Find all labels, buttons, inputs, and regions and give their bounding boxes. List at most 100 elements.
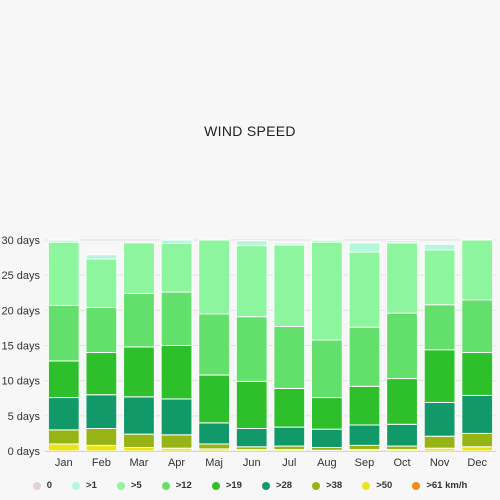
bar-segment-maj-5[interactable] (198, 239, 231, 315)
legend-label: >19 (225, 480, 242, 491)
legend-label: 0 (46, 480, 53, 491)
bar-segment-maj-28[interactable] (198, 422, 231, 445)
x-tick-label: Oct (393, 457, 410, 469)
legend-item[interactable]: >61 km/h (412, 480, 467, 491)
y-tick-label: 30 days (1, 235, 40, 247)
bar-segment-jul-19[interactable] (273, 387, 306, 428)
bar-segment-nov-19[interactable] (423, 349, 456, 403)
bar-segment-maj-12[interactable] (198, 313, 231, 376)
bar-segment-feb-5[interactable] (85, 258, 118, 309)
bar-segment-oct-19[interactable] (386, 378, 418, 425)
legend-swatch (362, 481, 371, 490)
bar-segment-jan-28[interactable] (47, 397, 80, 431)
bar-segment-oct-38[interactable] (386, 445, 418, 451)
bar-segment-dec-5[interactable] (461, 239, 494, 301)
bar-segment-maj-38[interactable] (198, 443, 231, 450)
x-tick-label: Nov (430, 457, 450, 469)
bar-segment-apr-5[interactable] (160, 243, 193, 293)
bar-segment-dec-38[interactable] (461, 432, 494, 448)
bar-segment-jan-12[interactable] (47, 304, 80, 362)
bar-segment-jul-5[interactable] (273, 244, 306, 328)
bar-segment-aug-19[interactable] (310, 397, 343, 430)
bar-segment-dec-19[interactable] (461, 352, 494, 396)
bar-segment-feb-19[interactable] (85, 352, 118, 396)
legend-item[interactable]: >5 (116, 480, 142, 491)
bar-segment-jun-12[interactable] (235, 316, 268, 382)
legend-item[interactable]: >12 (161, 480, 192, 491)
y-tick-label: 25 days (1, 270, 40, 282)
bar-segment-mar-12[interactable] (123, 292, 155, 348)
bar-segment-jun-28[interactable] (235, 427, 268, 448)
bar-segment-nov-38[interactable] (423, 435, 456, 449)
bar-segment-jan-1[interactable] (47, 239, 80, 243)
bar-segment-apr-38[interactable] (160, 434, 193, 449)
bar-segment-oct-1[interactable] (386, 240, 418, 244)
bar-segment-dec-12[interactable] (461, 299, 494, 354)
bar-segment-mar-38[interactable] (123, 433, 155, 448)
bar-segment-aug-12[interactable] (310, 339, 343, 399)
bar-segment-sep-38[interactable] (348, 444, 381, 451)
bar-segment-nov-1[interactable] (423, 243, 456, 251)
legend-label: >50 (376, 480, 393, 491)
bar-segment-jul-28[interactable] (273, 426, 306, 447)
bar-segment-mar-5[interactable] (123, 242, 155, 294)
x-tick-label: Jan (55, 457, 73, 469)
bar-segment-mar-19[interactable] (123, 346, 155, 398)
bar-segment-sep-28[interactable] (348, 424, 381, 446)
bar-segment-sep-5[interactable] (348, 251, 381, 328)
bar-segment-feb-50[interactable] (85, 444, 118, 452)
wind-speed-chart: 0 days 5 days 10 days 15 days 20 days 25 days… (1, 235, 496, 469)
bar-segment-apr-12[interactable] (160, 291, 193, 346)
bar-segment-jan-5[interactable] (47, 241, 80, 306)
bar-segment-jan-38[interactable] (47, 429, 80, 445)
legend-swatch (32, 481, 41, 490)
bar-segment-jun-5[interactable] (235, 245, 268, 318)
bar-segment-jul-12[interactable] (273, 326, 306, 389)
bar-segment-mar-28[interactable] (123, 396, 155, 435)
bar-segment-jan-19[interactable] (47, 360, 80, 399)
bar-segment-apr-1[interactable] (160, 239, 193, 245)
bar-segment-apr-19[interactable] (160, 345, 193, 400)
legend-item[interactable]: 0 (32, 480, 53, 491)
x-tick-label: Jul (282, 457, 296, 469)
bar-segment-sep-19[interactable] (348, 385, 381, 426)
bar-segment-oct-12[interactable] (386, 312, 418, 380)
bar-segment-mar-50[interactable] (123, 446, 155, 452)
legend-item[interactable]: >1 (72, 480, 97, 491)
bar-segment-dec-50[interactable] (461, 446, 494, 452)
bar-segment-sep-1[interactable] (348, 242, 381, 253)
bar-segment-aug-28[interactable] (310, 428, 343, 448)
legend-swatch (211, 481, 220, 490)
legend-label: >1 (86, 480, 97, 491)
legend-item[interactable]: >28 (261, 480, 293, 491)
x-tick-label: Aug (317, 457, 337, 469)
bar-segment-feb-28[interactable] (85, 394, 118, 429)
bar-segment-nov-5[interactable] (423, 249, 456, 306)
bar-segment-nov-28[interactable] (423, 401, 456, 437)
legend-label: >28 (275, 480, 293, 491)
bar-segment-oct-28[interactable] (386, 423, 418, 447)
bar-segment-jul-38[interactable] (273, 445, 306, 451)
bar-segment-jan-50[interactable] (47, 443, 80, 452)
bar-segment-apr-28[interactable] (160, 398, 193, 436)
bar-segment-jun-19[interactable] (235, 380, 268, 429)
bar-segment-feb-12[interactable] (85, 307, 118, 354)
bar-segment-aug-1[interactable] (310, 239, 343, 243)
bar-segment-nov-12[interactable] (423, 304, 456, 351)
legend-item[interactable]: >38 (312, 480, 342, 491)
bar-segment-feb-1[interactable] (85, 254, 118, 260)
bar-segment-aug-5[interactable] (310, 241, 343, 341)
bar-segment-jul-1[interactable] (273, 242, 306, 246)
legend-item[interactable]: >19 (211, 480, 242, 491)
bar-segment-sep-12[interactable] (348, 326, 381, 387)
legend-swatch (161, 481, 170, 490)
legend-item[interactable]: >50 (362, 480, 392, 491)
bar-segment-maj-19[interactable] (198, 374, 231, 424)
x-tick-label: Apr (168, 457, 185, 469)
bar-segment-dec-28[interactable] (461, 394, 494, 434)
legend-label: >12 (175, 480, 192, 491)
legend-label: >38 (326, 480, 343, 491)
bar-segment-feb-38[interactable] (85, 427, 118, 446)
bar-segment-oct-5[interactable] (386, 242, 418, 314)
bar-segment-jun-1[interactable] (235, 240, 268, 247)
